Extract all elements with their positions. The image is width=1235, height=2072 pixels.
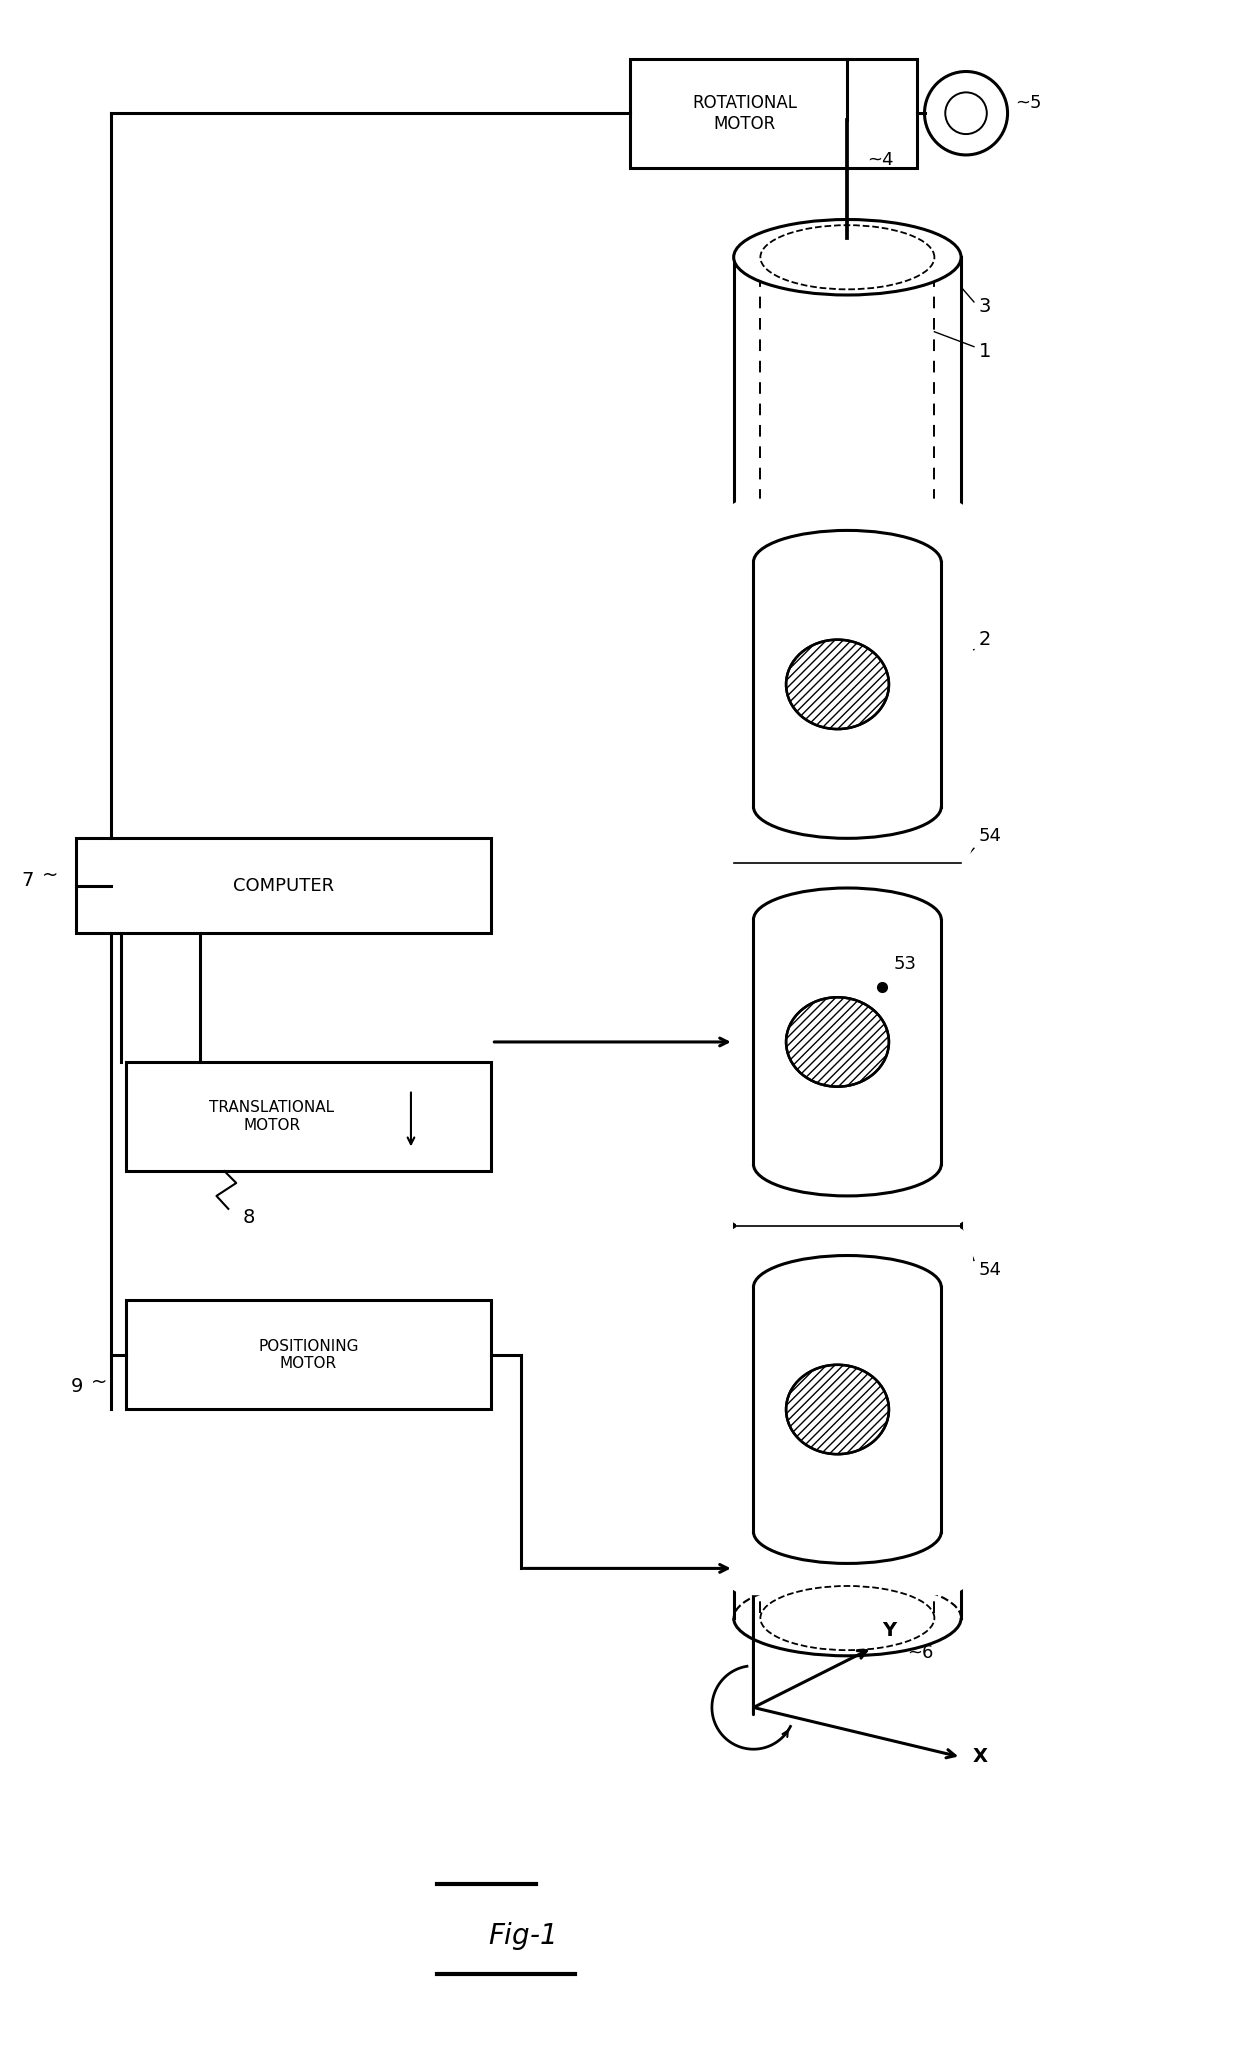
- Text: 1: 1: [979, 342, 992, 361]
- Ellipse shape: [734, 220, 961, 294]
- Bar: [77, 839, 492, 932]
- Text: X: X: [973, 1747, 988, 1765]
- Text: 7: 7: [22, 870, 35, 889]
- Text: 9: 9: [72, 1376, 84, 1397]
- Text: 8: 8: [242, 1208, 256, 1227]
- Text: 53: 53: [894, 955, 916, 974]
- Text: 2: 2: [979, 630, 992, 649]
- Text: Y: Y: [882, 1620, 897, 1639]
- Bar: [126, 1061, 492, 1171]
- Bar: [126, 1301, 492, 1409]
- FancyBboxPatch shape: [721, 499, 973, 870]
- Text: COMPUTER: COMPUTER: [233, 876, 335, 895]
- Text: 3: 3: [979, 296, 992, 315]
- Text: ~: ~: [42, 866, 58, 885]
- Text: 54: 54: [979, 827, 1002, 845]
- Text: ROTATIONAL
MOTOR: ROTATIONAL MOTOR: [692, 93, 797, 133]
- Text: ~4: ~4: [867, 151, 894, 170]
- Text: ~5: ~5: [1015, 93, 1042, 112]
- Text: ~6: ~6: [906, 1643, 934, 1662]
- Ellipse shape: [787, 1365, 889, 1455]
- FancyBboxPatch shape: [721, 1225, 973, 1595]
- Ellipse shape: [787, 640, 889, 729]
- Text: 54: 54: [979, 1262, 1002, 1278]
- Text: POSITIONING
MOTOR: POSITIONING MOTOR: [258, 1339, 358, 1372]
- Bar: [630, 58, 916, 168]
- Text: TRANSLATIONAL
MOTOR: TRANSLATIONAL MOTOR: [210, 1100, 335, 1133]
- Text: ~: ~: [91, 1372, 107, 1392]
- Text: Z: Z: [763, 1533, 778, 1552]
- FancyBboxPatch shape: [721, 856, 973, 1229]
- Text: $\mathit{Fig}$-1: $\mathit{Fig}$-1: [488, 1921, 555, 1952]
- Ellipse shape: [787, 997, 889, 1086]
